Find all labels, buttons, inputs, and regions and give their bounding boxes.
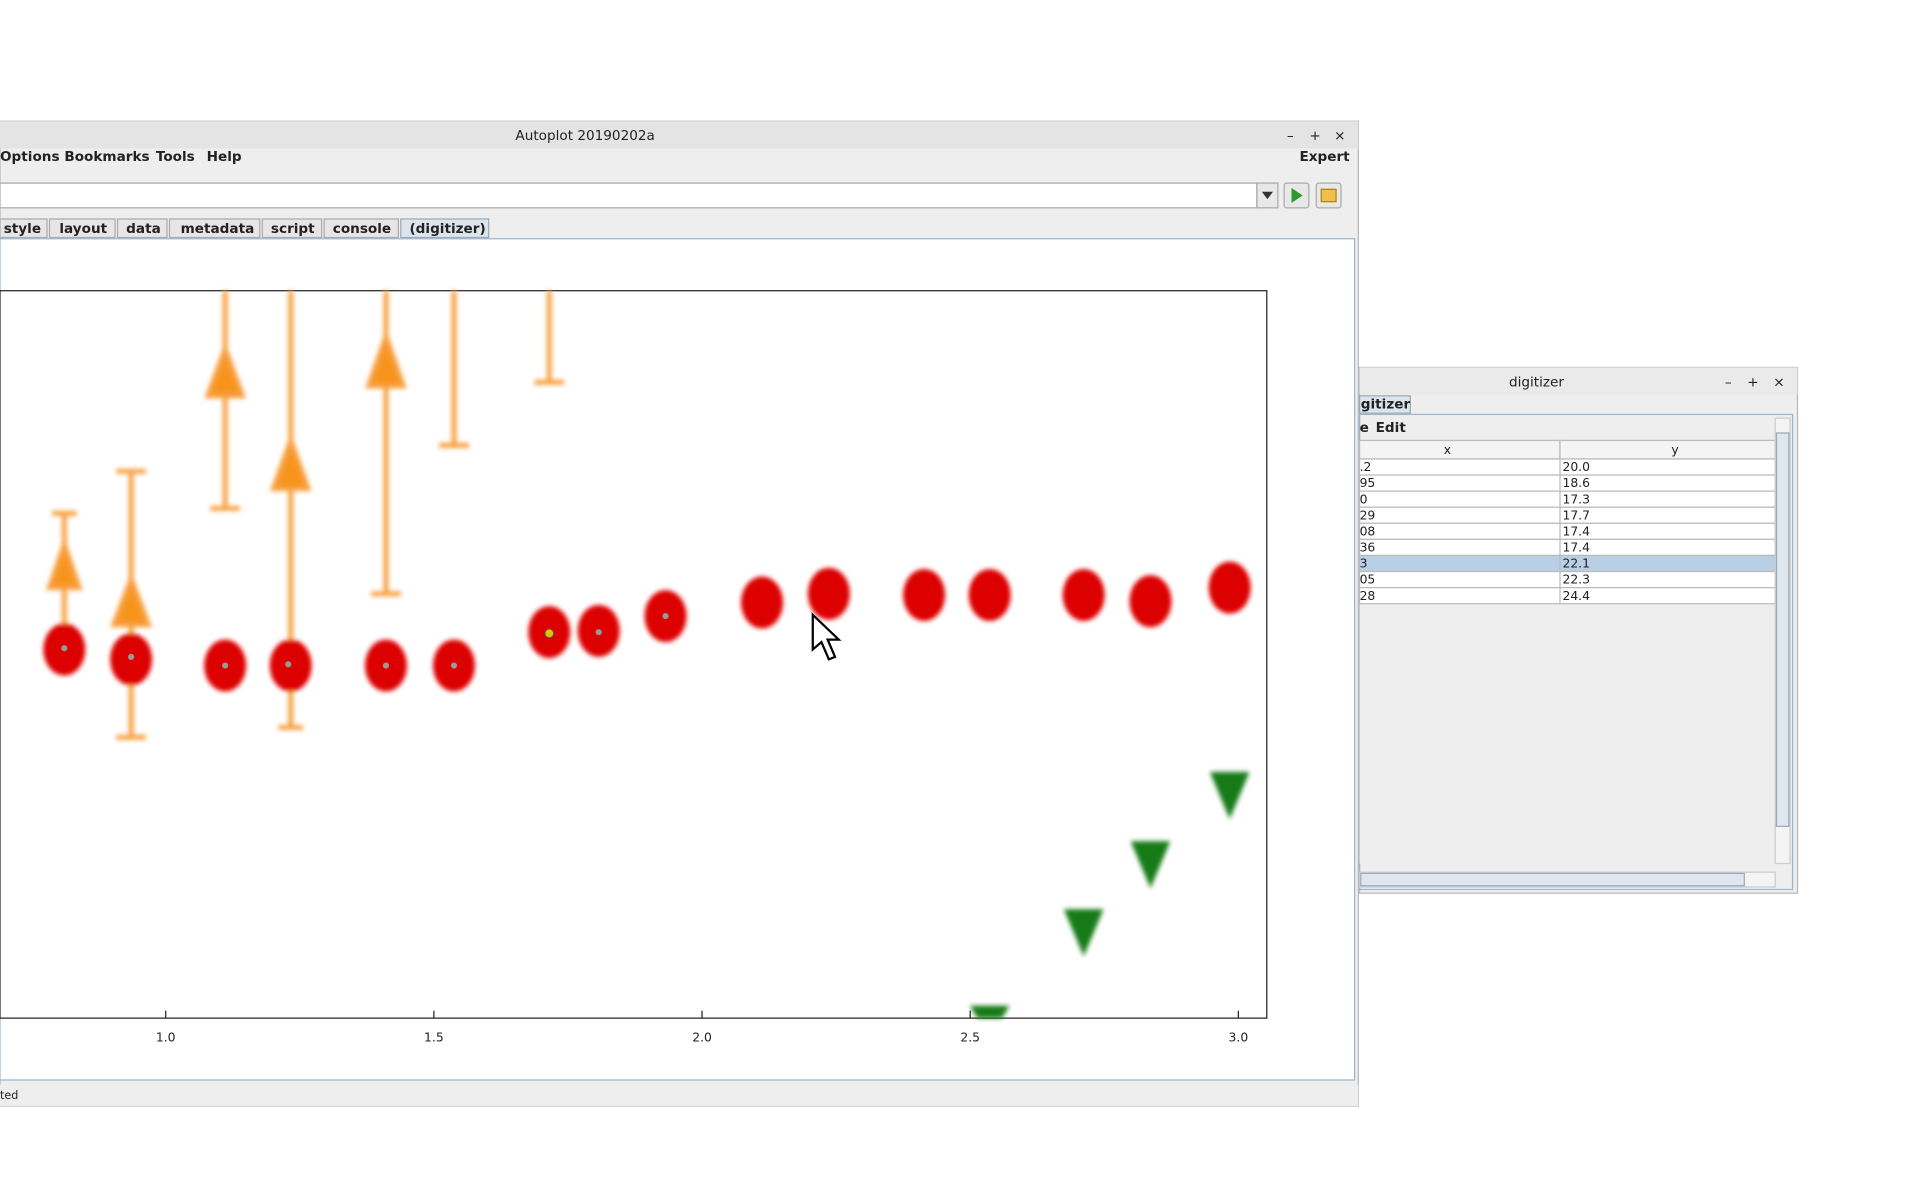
address-field[interactable] [0,182,1258,209]
tab-label[interactable]: script [271,221,315,237]
digitized-dots [61,612,669,669]
menu-item[interactable]: e [1360,420,1369,436]
table-cell: 17.3 [1562,492,1590,506]
table-cell: 17.4 [1562,541,1590,555]
tab-label[interactable]: (digitizer) [409,221,485,237]
plot: 1.0 1.5 2.0 2.5 3.0 [0,290,1268,1044]
x-tick-label: 3.0 [1229,1030,1249,1044]
title-bar [0,121,1359,149]
table-cell: 08 [1360,524,1376,538]
table-cell: 17.7 [1562,508,1590,522]
menu-item[interactable]: Tools [156,149,195,165]
table-cell: 05 [1360,573,1376,587]
tab[interactable] [261,218,323,239]
x-tick-label: 1.0 [156,1030,176,1044]
tab-label[interactable]: style [4,221,41,237]
x-tick-label: 2.0 [692,1030,712,1044]
digitizer-title: digitizer [1509,374,1564,390]
menu-item[interactable]: Options [0,149,60,165]
tab-label[interactable]: console [333,221,391,237]
table-cell: 17.4 [1562,524,1590,538]
expert-menu[interactable]: Expert [1299,149,1350,165]
selected-dot[interactable] [544,628,555,639]
x-tick-label: 2.5 [960,1030,980,1044]
tab-selected[interactable] [400,218,490,239]
table-cell: 95 [1360,476,1376,490]
table-cell: .2 [1360,460,1372,474]
status-text: ted [0,1089,18,1102]
menu-item[interactable]: Edit [1376,420,1407,436]
table-cell: 22.1 [1562,557,1590,571]
plot-image [43,290,1251,1019]
close-button[interactable]: × [1334,128,1345,144]
tab-label[interactable]: data [126,221,161,237]
x-axis: 1.0 1.5 2.0 2.5 3.0 [156,1010,1249,1044]
table-cell: 3 [1360,557,1368,571]
mouse-cursor [811,612,842,661]
status-bar [0,1084,1359,1106]
column-header-label: y [1671,443,1678,457]
maximize-button[interactable]: + [1747,374,1758,390]
table-cell: 28 [1360,589,1376,603]
tab[interactable] [116,218,168,239]
table-cell: 22.3 [1562,573,1590,587]
table-cell: 20.0 [1562,460,1590,474]
digitizer-tab-label[interactable]: gitizer [1361,397,1411,413]
table-rows: .2 20.0 95 18.6 0 17.3 29 17.7 08 17.4 36 17.4 3 22.1… [1358,458,1776,605]
go-icon [1291,188,1303,203]
table-cell: 24.4 [1562,589,1590,603]
open-icon [1320,188,1337,203]
column-header[interactable] [1559,439,1776,460]
maximize-button[interactable]: + [1309,128,1320,144]
table-cell: 36 [1360,541,1376,555]
tab[interactable] [0,218,48,239]
minimize-button[interactable]: – [1725,374,1732,390]
table-cell: 0 [1360,492,1368,506]
tab-label[interactable]: metadata [181,221,255,237]
tab[interactable] [48,218,116,239]
scrollbar-thumb[interactable] [1775,432,1790,828]
dropdown-arrow [1261,191,1273,200]
close-button[interactable]: × [1773,374,1784,390]
scrollbar-thumb[interactable] [1360,872,1745,887]
column-header[interactable] [1358,439,1561,460]
table-cell: 29 [1360,508,1376,522]
plot-area [0,290,1268,1019]
menu-item[interactable]: Help [207,149,242,165]
window-title: Autoplot 20190202a [515,128,654,144]
column-header-label: x [1444,443,1451,457]
menu-item[interactable]: Bookmarks [64,149,149,165]
tab[interactable] [323,218,399,239]
digitizer-tab[interactable] [1358,395,1411,414]
tab[interactable] [168,218,261,239]
minimize-button[interactable]: – [1287,128,1294,144]
digitizer-title-bar [1359,367,1798,395]
down-triangles [969,771,1250,1019]
table-cell: 18.6 [1562,476,1590,490]
x-tick-label: 1.5 [424,1030,444,1044]
tab-label[interactable]: layout [59,221,107,237]
